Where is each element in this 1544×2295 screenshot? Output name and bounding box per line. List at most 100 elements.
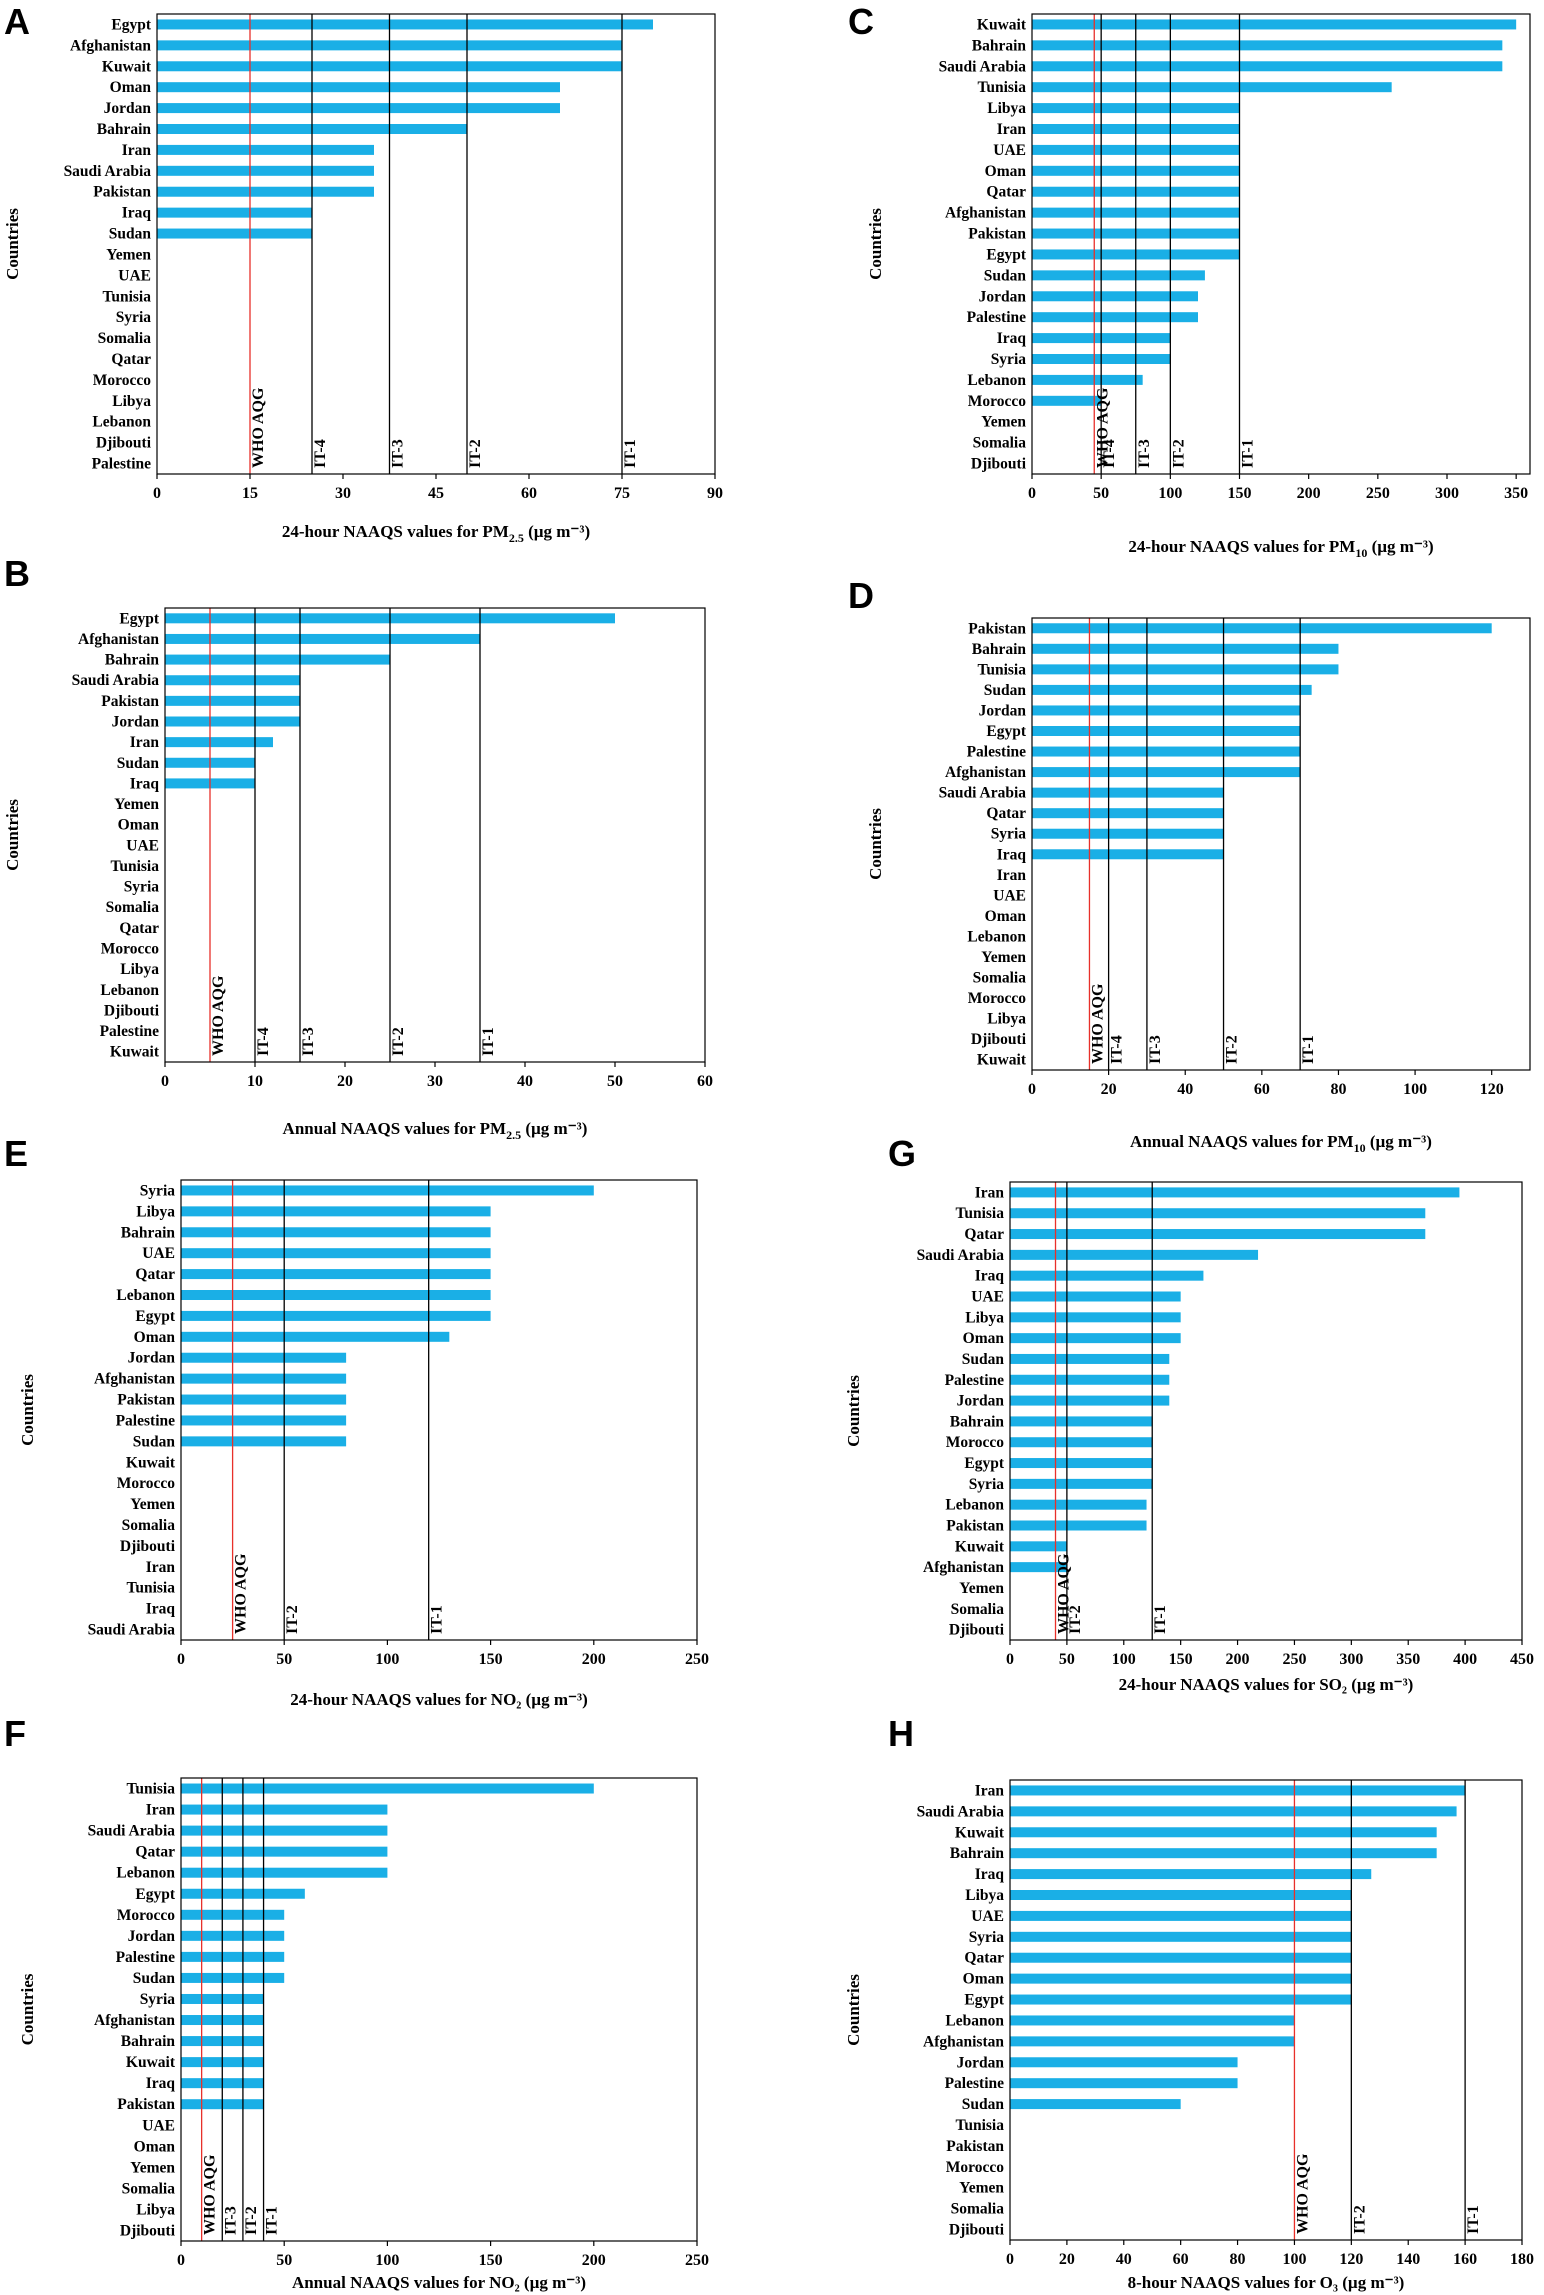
y-axis-title: Countries [18,1973,37,2045]
category-label: Egypt [135,1886,175,1903]
category-label: Libya [120,961,159,978]
bar-saudi-arabia [1010,1249,1259,1260]
category-label: Yemen [130,2159,175,2176]
category-label: Libya [136,2201,175,2218]
panel-letter: D [848,575,874,616]
category-label: Palestine [116,1412,176,1429]
reference-label-it-2: IT-2 [1170,439,1187,468]
x-tick-label: 100 [1282,2251,1306,2268]
category-label: Lebanon [967,372,1026,389]
category-label: Saudi Arabia [939,58,1027,75]
bar-lebanon [1010,2015,1295,2026]
x-tick-label: 100 [1158,485,1182,502]
category-label: Kuwait [955,1538,1005,1555]
bar-bahrain [1010,1848,1437,1859]
category-label: Oman [985,163,1027,180]
bar-pakistan [1032,623,1492,634]
x-tick-label: 0 [177,1651,185,1668]
x-axis-title-main: 24-hour NAAQS values for PM [1128,537,1355,556]
category-label: Egypt [986,723,1026,740]
y-axis-title: Countries [3,799,22,871]
reference-label-it-3: IT-3 [390,439,407,468]
x-axis-title-main: 24-hour NAAQS values for PM [282,522,509,541]
reference-label-it-4: IT-4 [255,1027,272,1056]
category-label: Pakistan [968,620,1026,637]
x-tick-label: 120 [1480,1081,1504,1098]
category-label: Djibouti [120,2222,176,2239]
x-tick-label: 100 [1112,1651,1136,1668]
bar-saudi-arabia [157,165,374,176]
category-label: Djibouti [96,435,152,452]
x-tick-label: 20 [1059,2251,1075,2268]
x-tick-label: 90 [707,485,723,502]
x-tick-label: 120 [1339,2251,1363,2268]
bar-iran [165,737,273,748]
category-label: Jordan [104,100,152,117]
x-tick-label: 80 [1230,2251,1246,2268]
bar-bahrain [1032,40,1503,51]
x-tick-label: 40 [517,1073,533,1090]
category-label: Saudi Arabia [88,1823,176,1840]
x-tick-label: 200 [582,2252,606,2269]
category-label: Qatar [986,184,1026,201]
category-label: Iraq [997,330,1027,347]
category-label: Tunisia [977,79,1026,96]
chart-panel-g: G Iran Tunisia Qatar Saudi Arabia Iraq UAE Liby… [844,1133,1534,1694]
category-label: UAE [993,142,1026,159]
category-label: Oman [963,1330,1005,1347]
y-axis-title: Countries [866,208,885,280]
category-label: Oman [963,1971,1005,1988]
category-label: Yemen [981,949,1026,966]
category-label: Palestine [945,2075,1005,2092]
category-label: Libya [965,1309,1004,1326]
category-label: Sudan [117,755,160,772]
category-label: Afghanistan [945,205,1026,222]
x-tick-label: 45 [428,485,444,502]
category-label: Afghanistan [94,1371,175,1388]
category-label: Yemen [130,1496,175,1513]
bar-syria [1010,1478,1153,1489]
category-label: Yemen [106,246,151,263]
x-tick-label: 75 [614,485,630,502]
category-label: Egypt [964,1992,1004,2009]
category-label: Somalia [98,330,152,347]
x-axis-title-unit: (µg m⁻³) [1367,537,1433,556]
category-label: Saudi Arabia [917,1803,1005,1820]
category-label: Morocco [117,1907,175,1924]
category-label: Djibouti [971,1031,1027,1048]
bar-libya [1010,1890,1352,1900]
bar-jordan [181,1930,285,1941]
category-label: Pakistan [968,226,1026,243]
category-label: Kuwait [955,1824,1005,1841]
reference-label-who-aqg: WHO AQG [202,2154,219,2235]
x-tick-label: 150 [1169,1651,1193,1668]
category-label: Egypt [964,1455,1004,1472]
bar-uae [181,1248,491,1259]
category-label: Jordan [979,702,1027,719]
chart-panel-d: D Pakistan Bahrain Tunisia Sudan Jordan Egypt P… [848,575,1531,1155]
bar-egypt [181,1310,491,1321]
plot-frame [180,1179,698,1641]
category-label: Sudan [962,1351,1005,1368]
category-label: Oman [985,908,1027,925]
bar-syria [1010,1931,1352,1942]
category-label: Iraq [997,846,1027,863]
reference-label-it-1: IT-1 [480,1027,497,1056]
category-label: Syria [991,351,1027,368]
category-label: Tunisia [110,858,159,875]
category-label: Afghanistan [945,764,1026,781]
category-label: Yemen [959,2180,1004,2197]
reference-label-it-3: IT-3 [300,1027,317,1056]
x-axis-title-main: 24-hour NAAQS values for SO₂ [1119,1675,1347,1694]
bar-egypt [1010,1994,1352,2005]
x-tick-label: 60 [521,485,537,502]
category-label: Syria [969,1476,1005,1493]
x-tick-label: 300 [1339,1651,1363,1668]
x-tick-label: 100 [375,2252,399,2269]
bar-lebanon [181,1867,388,1878]
x-tick-label: 300 [1435,485,1459,502]
x-tick-label: 180 [1510,2251,1534,2268]
bar-palestine [181,1415,347,1426]
bar-sudan [181,1436,347,1447]
category-label: Saudi Arabia [939,785,1027,802]
